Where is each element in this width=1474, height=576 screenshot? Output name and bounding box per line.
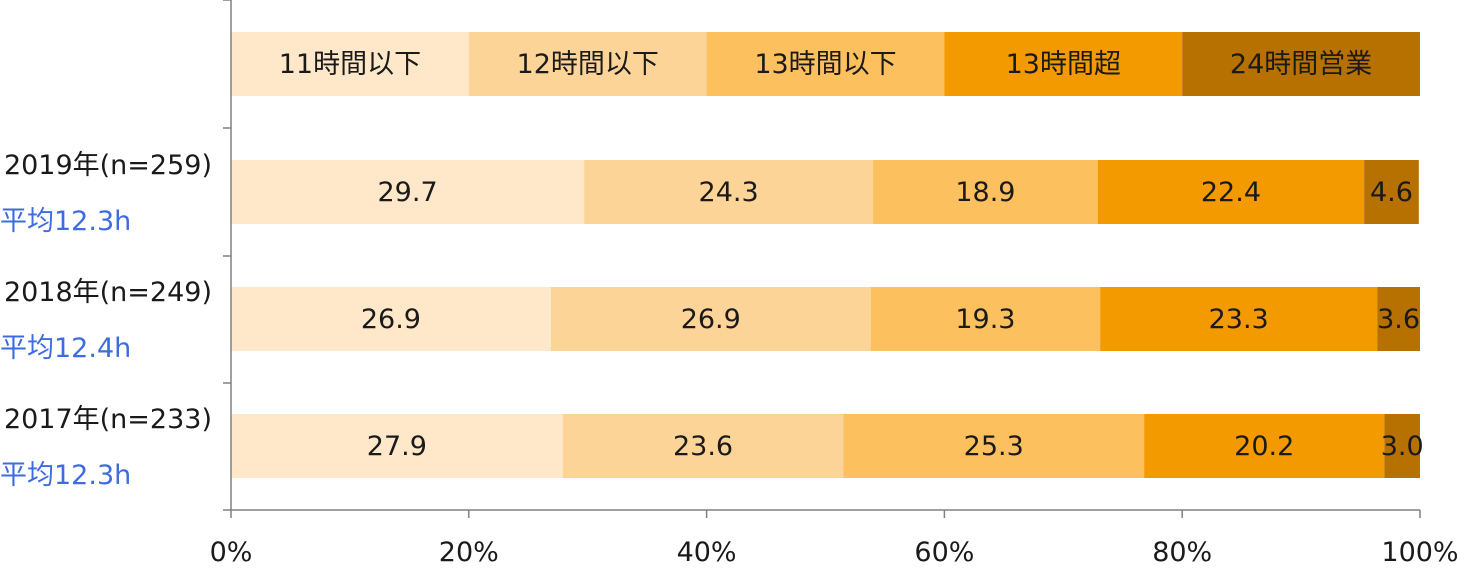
average-label-3: 平均12.3h <box>0 460 131 491</box>
data-label-2-1: 26.9 <box>361 304 421 335</box>
bar-segment-2-5 <box>1377 287 1420 351</box>
data-label-2-3: 19.3 <box>955 304 1015 335</box>
legend-swatch-3 <box>706 32 945 96</box>
data-label-3-3: 25.3 <box>964 431 1024 462</box>
bar-segment-3-2 <box>562 414 844 478</box>
bar-segment-3-3 <box>843 414 1145 478</box>
category-label-3: 2017年(n=233) <box>4 404 212 435</box>
x-tick-label-4: 60% <box>914 537 974 568</box>
data-label-2-2: 26.9 <box>681 304 741 335</box>
bar-segment-3-4 <box>1144 414 1385 478</box>
legend-swatch-1 <box>231 32 469 96</box>
bar-segment-1-2 <box>584 160 874 224</box>
category-label-1: 2019年(n=259) <box>4 150 212 181</box>
data-label-1-2: 24.3 <box>699 177 759 208</box>
data-label-1-4: 22.4 <box>1201 177 1261 208</box>
data-label-3-2: 23.6 <box>673 431 733 462</box>
bar-segment-2-1 <box>231 287 551 351</box>
x-tick-label-3: 40% <box>677 537 737 568</box>
legend-swatch-5 <box>1182 32 1420 96</box>
data-label-1-5: 4.6 <box>1370 177 1413 208</box>
x-tick-label-1: 0% <box>210 537 253 568</box>
legend-label-5: 24時間営業 <box>1230 49 1372 80</box>
bar-segment-3-5 <box>1384 414 1420 478</box>
x-tick-label-6: 100% <box>1381 537 1458 568</box>
bar-segment-2-4 <box>1100 287 1378 351</box>
x-tick-label-2: 20% <box>439 537 499 568</box>
average-label-1: 平均12.3h <box>0 206 131 237</box>
data-label-3-1: 27.9 <box>367 431 427 462</box>
legend-swatch-4 <box>944 32 1183 96</box>
bar-segment-2-2 <box>550 287 871 351</box>
bar-segment-1-4 <box>1097 160 1365 224</box>
bar-segment-2-3 <box>870 287 1101 351</box>
bar-segment-3-1 <box>231 414 563 478</box>
legend-label-1: 11時間以下 <box>279 49 421 80</box>
bar-segment-1-5 <box>1364 160 1419 224</box>
data-label-1-1: 29.7 <box>378 177 438 208</box>
legend-label-3: 13時間以下 <box>754 49 896 80</box>
data-label-3-5: 3.0 <box>1381 431 1424 462</box>
legend-label-4: 13時間超 <box>1006 49 1121 80</box>
average-label-2: 平均12.4h <box>0 333 131 364</box>
data-label-1-3: 18.9 <box>955 177 1015 208</box>
bar-segment-1-3 <box>873 160 1098 224</box>
data-label-3-4: 20.2 <box>1234 431 1294 462</box>
legend-label-2: 12時間以下 <box>517 49 659 80</box>
category-label-2: 2018年(n=249) <box>4 277 212 308</box>
data-label-2-5: 3.6 <box>1377 304 1420 335</box>
x-tick-label-5: 80% <box>1152 537 1212 568</box>
data-label-2-4: 23.3 <box>1209 304 1269 335</box>
bar-segment-1-1 <box>231 160 585 224</box>
legend-swatch-2 <box>468 32 707 96</box>
